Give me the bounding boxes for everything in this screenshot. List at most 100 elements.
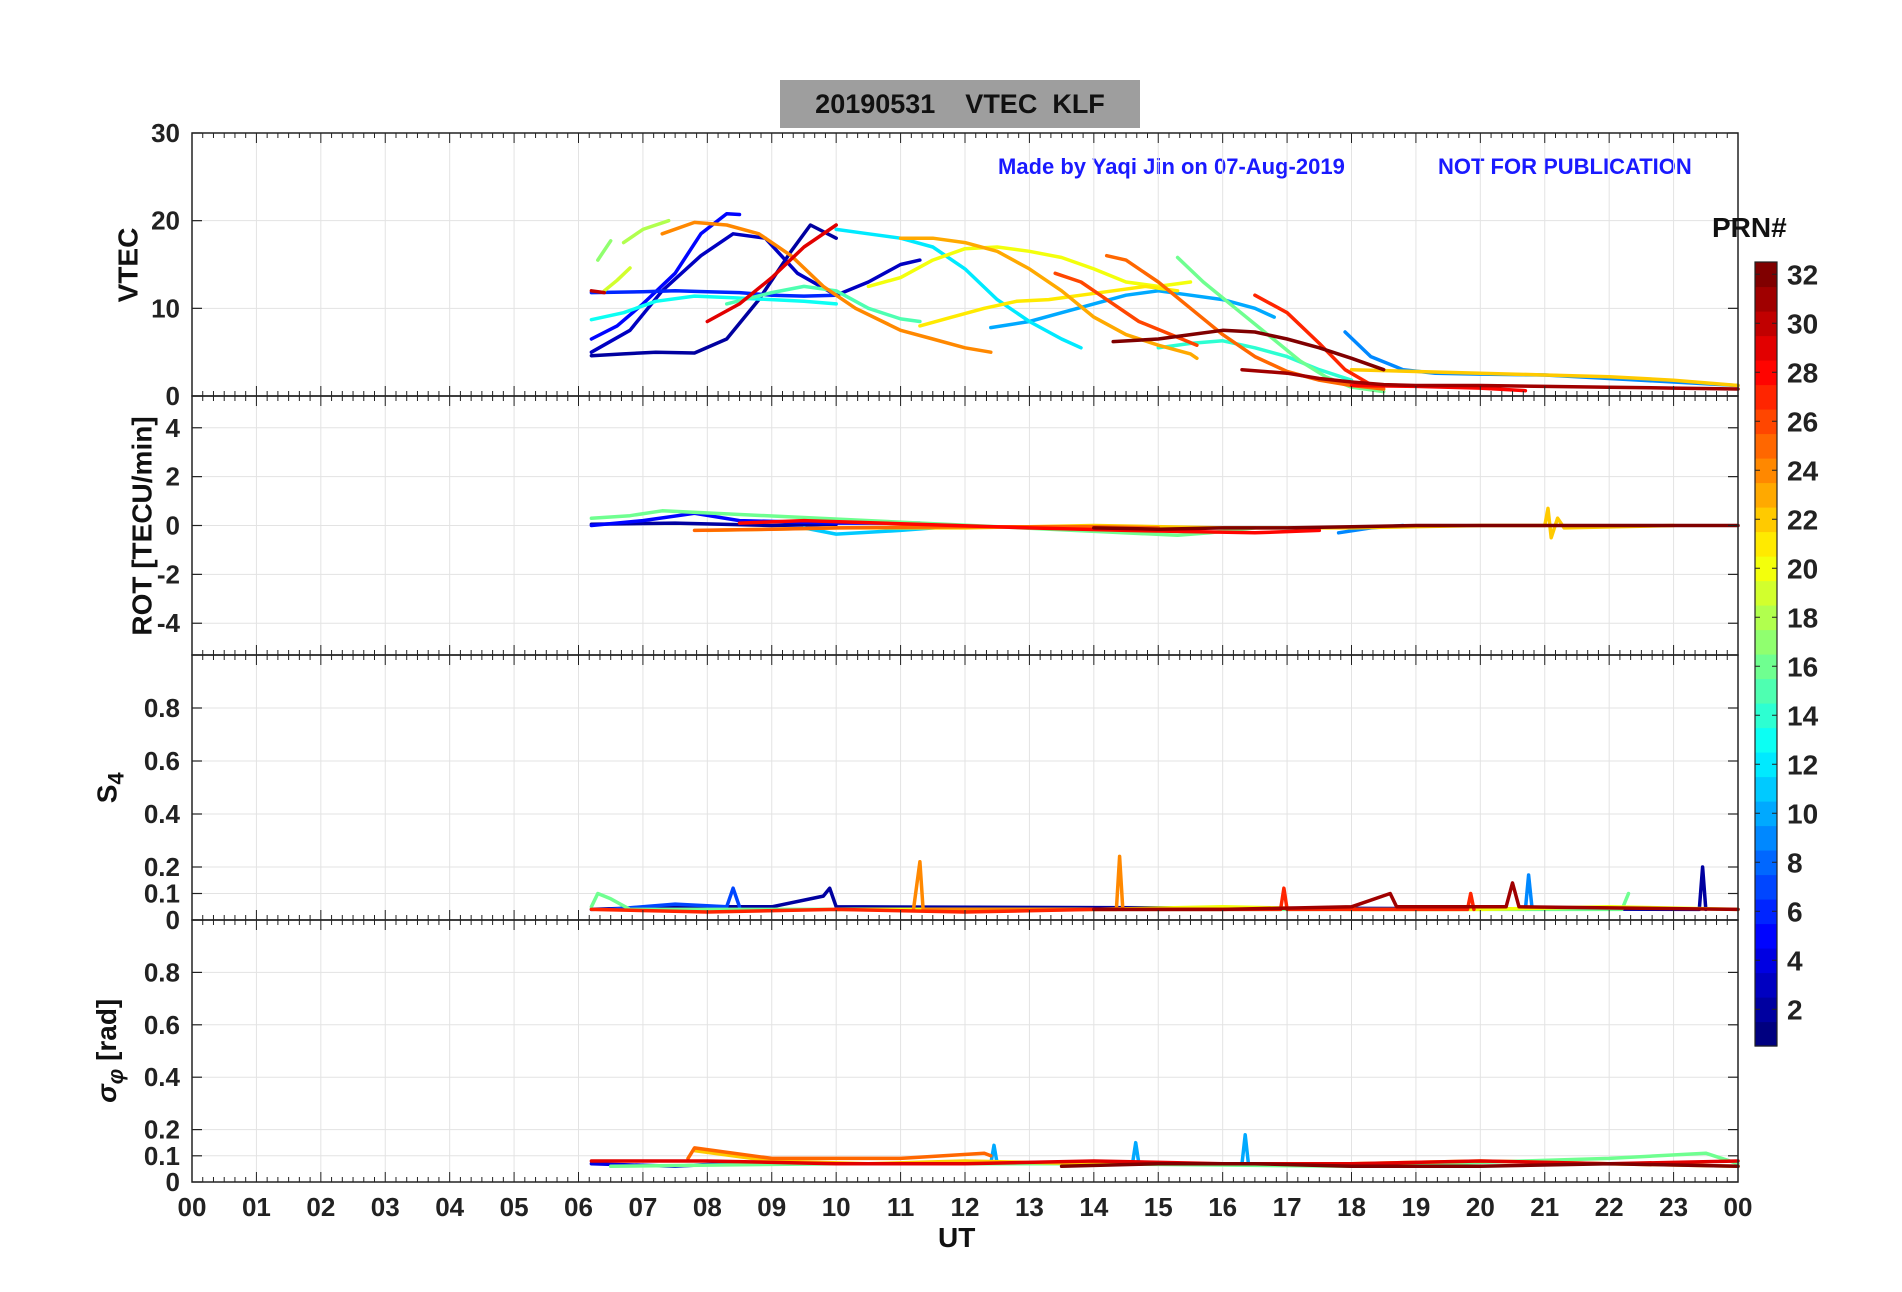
colorbar-cell: [1755, 360, 1777, 386]
colorbar-tick-label: 10: [1787, 798, 1818, 829]
series-prn-2: [589, 865, 1708, 912]
series-prn-18: [621, 218, 671, 245]
colorbar-cell: [1755, 384, 1777, 410]
colorbar-tick-label: 12: [1787, 749, 1818, 780]
x-tick-label: 18: [1337, 1192, 1366, 1222]
y-tick-label: 0: [166, 1167, 180, 1197]
colorbar-cell: [1755, 507, 1777, 533]
series-prn-2: [589, 223, 838, 358]
colorbar-cell: [1755, 531, 1777, 557]
colorbar-cell: [1755, 850, 1777, 876]
colorbar-tick-label: 20: [1787, 553, 1818, 584]
colorbar-cell: [1755, 923, 1777, 949]
y-tick-label: 0: [166, 381, 180, 411]
title-background: [780, 80, 1140, 128]
colorbar-cell: [1755, 678, 1777, 704]
colorbar-cell: [1755, 580, 1777, 606]
colorbar-tick-label: 24: [1787, 455, 1819, 486]
colorbar-cell: [1755, 433, 1777, 459]
colorbar-tick-label: 4: [1787, 945, 1803, 976]
vtec-y-axis-label: VTEC: [111, 227, 143, 302]
series-prn-24: [660, 220, 993, 354]
panel-vtec: 0 10 20 30: [151, 118, 1740, 411]
y-tick-label: 0.1: [144, 879, 180, 909]
series-prn-31: [1092, 881, 1740, 912]
colorbar-cell: [1755, 605, 1777, 631]
colorbar-cell: [1755, 286, 1777, 312]
series-prn-28: [737, 518, 1322, 535]
colorbar-tick-label: 2: [1787, 994, 1803, 1025]
colorbar-cell: [1755, 899, 1777, 925]
y-tick-label: 0.4: [144, 1062, 181, 1092]
x-tick-label: 02: [306, 1192, 335, 1222]
series-prn-13: [589, 294, 838, 322]
x-tick-label: 07: [628, 1192, 657, 1222]
y-tick-label: 0.8: [144, 693, 180, 723]
y-tick-label: 0.6: [144, 1010, 180, 1040]
x-tick-label: 23: [1659, 1192, 1688, 1222]
x-tick-label: 16: [1208, 1192, 1237, 1222]
colorbar-cell: [1755, 262, 1777, 288]
colorbar-cell: [1755, 1021, 1777, 1047]
y-tick-label: 20: [151, 206, 180, 236]
y-tick-label: 0.4: [144, 799, 181, 829]
series-prn-9: [1523, 873, 1547, 912]
y-tick-label: 4: [166, 413, 181, 443]
x-tick-label: 14: [1079, 1192, 1108, 1222]
colorbar-cell: [1755, 409, 1777, 435]
series-prn-32: [1059, 1161, 1740, 1169]
colorbar-tick-label: 16: [1787, 651, 1818, 682]
series-prn-19: [602, 266, 632, 293]
colorbar-cell: [1755, 948, 1777, 974]
chart-title: 20190531 VTEC KLF: [815, 89, 1105, 119]
colorbar-cell: [1755, 335, 1777, 361]
colorbar-tick-label: 18: [1787, 602, 1818, 633]
x-tick-label: 13: [1015, 1192, 1044, 1222]
series-prn-31: [1240, 367, 1740, 391]
x-tick-label: 11: [887, 1192, 915, 1222]
y-tick-label: -4: [157, 608, 181, 638]
panel-s4: 00.10.2 0.4 0.6 0.8: [144, 654, 1740, 935]
x-tick-label: 22: [1595, 1192, 1624, 1222]
y-tick-label: 0.8: [144, 957, 180, 987]
x-tick-label: 04: [435, 1192, 464, 1222]
colorbar-frame: [1754, 261, 1778, 1047]
colorbar-cell: [1755, 776, 1777, 802]
y-tick-label: 0: [166, 511, 180, 541]
y-tick-label: 10: [151, 293, 180, 323]
colorbar-cell: [1755, 874, 1777, 900]
series-prn-2: [589, 521, 838, 528]
y-tick-label: 0.1: [144, 1141, 180, 1171]
series-prn-23: [898, 236, 1199, 361]
sigma-phi-y-axis-label: σφ [rad]: [91, 998, 128, 1103]
colorbar-tick-label: 32: [1787, 259, 1818, 290]
series-prn-25: [686, 1146, 993, 1161]
series-prn-20: [866, 245, 1193, 289]
series-prn-9: [1343, 330, 1740, 388]
series-prn-29: [705, 223, 838, 324]
colorbar-tick-label: 28: [1787, 357, 1818, 388]
x-tick-label: 17: [1273, 1192, 1302, 1222]
panel-rot: -4 -2 0 2 4: [157, 395, 1740, 656]
x-tick-label: 00: [1724, 1192, 1753, 1222]
series-prn-15: [724, 284, 922, 324]
y-tick-label: -2: [157, 559, 180, 589]
x-tick-label: 01: [242, 1192, 271, 1222]
colorbar-tick-label: 14: [1787, 700, 1819, 731]
series-prn-6: [589, 289, 838, 298]
series-prn-22: [1349, 367, 1740, 388]
colorbar-tick-label: 6: [1787, 896, 1803, 927]
x-tick-label: 21: [1530, 1192, 1559, 1222]
y-tick-label: 30: [151, 118, 180, 148]
series-prn-25: [1104, 253, 1386, 391]
x-tick-label: 15: [1144, 1192, 1173, 1222]
colorbar-tick-label: 30: [1787, 308, 1818, 339]
y-tick-label: 0.2: [144, 852, 180, 882]
colorbar-cell: [1755, 825, 1777, 851]
y-tick-label: 0.2: [144, 1115, 180, 1145]
series-prn-17: [596, 239, 613, 262]
colorbar-tick-label: 22: [1787, 504, 1818, 535]
series-prn-7: [608, 886, 742, 912]
colorbar-cell: [1755, 458, 1777, 484]
colorbar-cell: [1755, 654, 1777, 680]
